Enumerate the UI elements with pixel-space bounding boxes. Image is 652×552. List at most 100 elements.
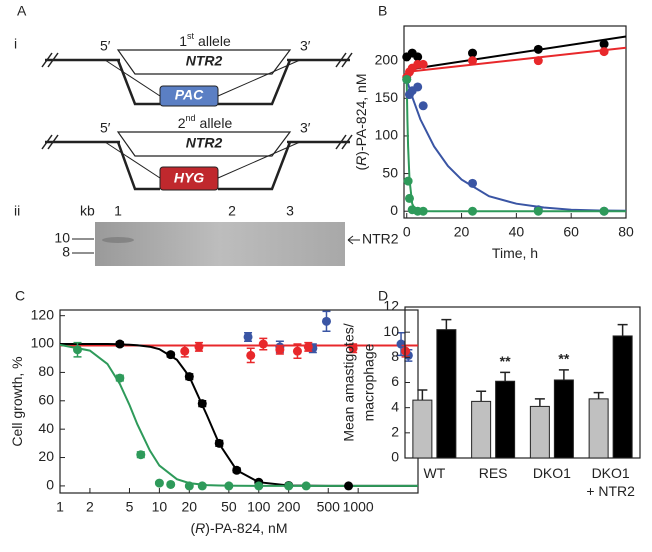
x-tick-label: DKO1 + NTR2 [586, 465, 635, 499]
y-axis-label: Mean amastigotes/ [341, 323, 357, 441]
data-point [115, 373, 125, 383]
data-point [418, 101, 428, 111]
data-point [468, 56, 478, 66]
data-point [154, 478, 164, 488]
significance-mark: ** [500, 353, 511, 369]
x-axis-label-part: R [195, 520, 205, 536]
x-tick-label: 100 [247, 499, 271, 515]
y-tick-label: 8 [391, 348, 399, 364]
fit-curve [406, 35, 626, 71]
data-point [402, 74, 412, 84]
x-tick-label: 200 [277, 499, 301, 515]
y-tick-label: 120 [31, 306, 55, 322]
band-arrow [347, 235, 360, 245]
data-point [197, 481, 207, 491]
y-tick-label: 6 [391, 373, 399, 389]
bar [436, 329, 457, 459]
y-tick-label: 12 [383, 298, 399, 314]
marker-label: HYG [174, 170, 204, 186]
data-point [184, 372, 194, 382]
gene-label: NTR2 [186, 53, 223, 69]
data-point [258, 339, 268, 349]
y-axis-label-part: )-PA-824, nM [353, 73, 369, 155]
data-point [184, 481, 194, 491]
data-point [292, 346, 302, 356]
data-point [321, 316, 331, 326]
y-tick-label: 50 [382, 164, 398, 180]
allele-diagram [41, 131, 353, 191]
y-tick-label: 10 [383, 323, 399, 339]
panel-letter: D [378, 288, 388, 304]
bar [471, 400, 492, 459]
data-point [73, 345, 83, 355]
data-point [533, 56, 543, 66]
bar [529, 405, 550, 459]
band-label: NTR2 [362, 231, 399, 247]
y-tick-label: 60 [38, 391, 54, 407]
marker-size: 8 [62, 244, 70, 260]
allele-word: allele [200, 115, 233, 131]
allele-word: allele [198, 33, 231, 49]
marker-label: PAC [175, 87, 204, 103]
data-point [418, 59, 428, 69]
y-tick-label: 0 [46, 477, 54, 493]
x-tick-label: WT [423, 465, 446, 481]
data-point [166, 350, 176, 360]
data-point [303, 342, 313, 352]
data-point [284, 481, 294, 491]
x-axis-label: Time, h [492, 245, 538, 261]
part-label: ii [14, 203, 20, 219]
data-point [254, 481, 264, 491]
error-bar [593, 391, 604, 399]
y-tick-label: 40 [38, 420, 54, 436]
bar [412, 399, 433, 459]
allele-number: 2 [178, 115, 186, 131]
y-tick-label: 20 [38, 448, 54, 464]
x-tick-label: DKO1 [532, 465, 571, 481]
data-point [344, 481, 354, 491]
allele-sup: st [187, 31, 195, 41]
data-point [194, 342, 204, 352]
lane-label: 2 [228, 203, 236, 219]
plot-frame [403, 25, 627, 219]
y-tick-label: 200 [375, 51, 399, 67]
y-axis-label: Cell growth, % [9, 356, 25, 446]
gel-band [102, 237, 134, 243]
data-point [468, 178, 478, 188]
part-label: i [14, 36, 17, 52]
y-tick-label: 150 [375, 89, 399, 105]
end-label: 3′ [300, 38, 311, 54]
x-tick-label: 5 [126, 499, 134, 515]
data-point [214, 438, 224, 448]
y-axis-label-part: R [353, 156, 369, 166]
error-bar [617, 323, 628, 336]
end-label: 5′ [100, 38, 111, 54]
data-point [197, 399, 207, 409]
error-bar [534, 398, 545, 407]
data-point [275, 345, 285, 355]
x-tick-label: RES [478, 465, 508, 481]
x-tick-label: 1000 [343, 499, 374, 515]
error-bar [476, 390, 487, 402]
data-point [533, 44, 543, 54]
allele-label: 1st allele [179, 31, 231, 48]
gene-label: NTR2 [186, 135, 223, 151]
data-point [115, 339, 125, 349]
fit-curve [405, 79, 626, 212]
data-point [348, 343, 358, 353]
x-axis-label: (R)-PA-824, nM [190, 520, 287, 536]
data-point [599, 47, 609, 57]
x-tick-label: 40 [509, 224, 525, 240]
data-point [413, 52, 423, 62]
error-bar [558, 369, 569, 380]
bar [553, 379, 574, 459]
error-bar [441, 318, 452, 330]
y-tick-label: 0 [391, 449, 399, 465]
x-tick-label: 20 [182, 499, 198, 515]
data-point [180, 346, 190, 356]
x-tick-label: 1 [56, 499, 64, 515]
end-label: 5′ [100, 120, 111, 136]
data-point [404, 193, 414, 203]
fit-curve [406, 46, 626, 73]
